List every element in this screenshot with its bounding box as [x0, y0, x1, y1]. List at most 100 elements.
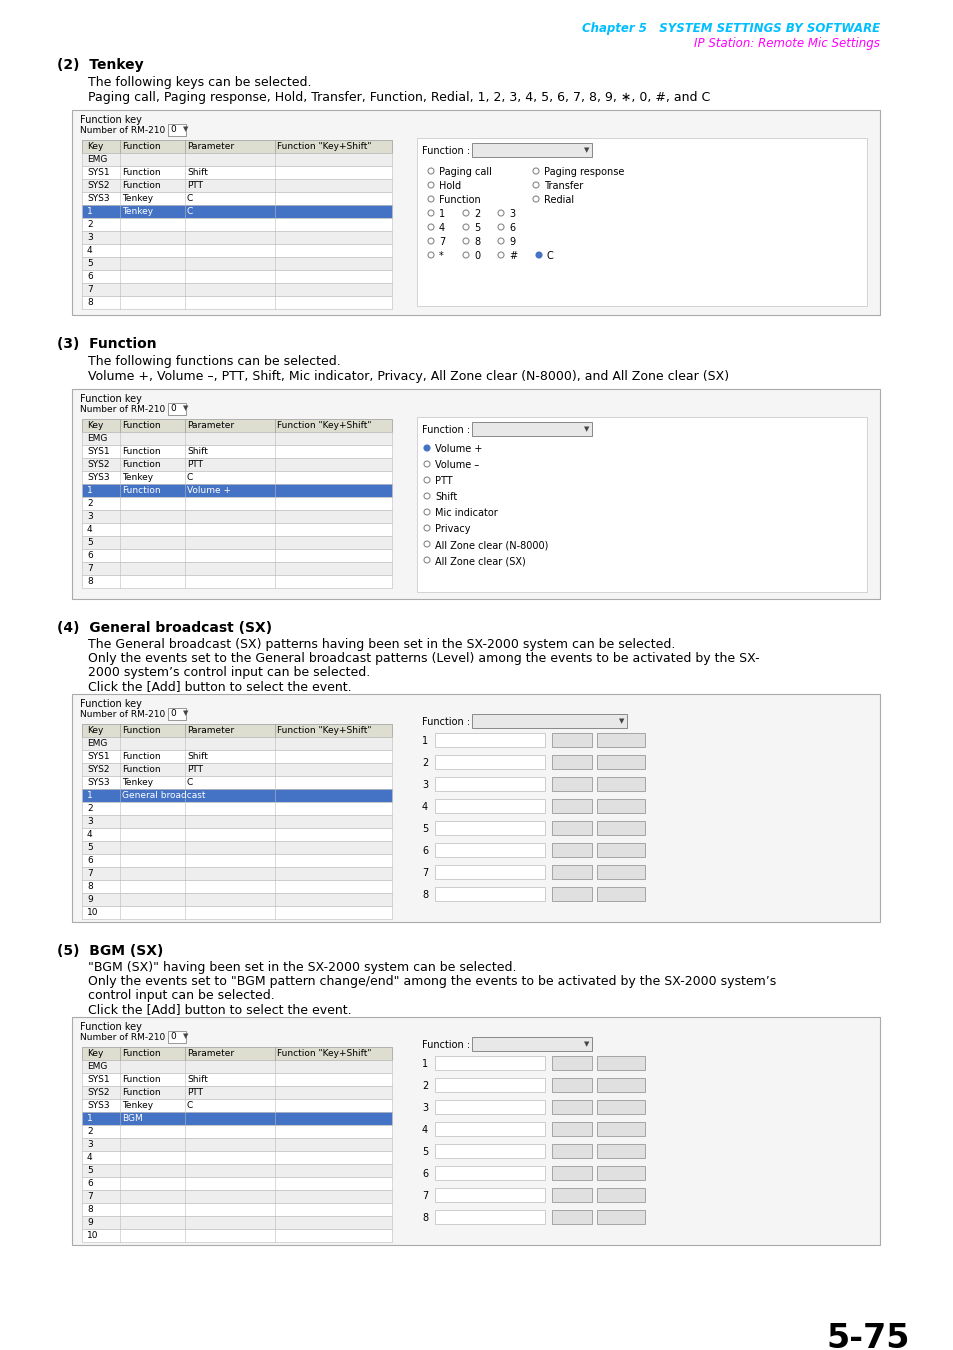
Bar [82, 432, 392, 446]
Text: Tenkey: Tenkey [122, 472, 153, 482]
Bar [552, 1056, 592, 1071]
Text: Only the events set to the General broadcast patterns (Level) among the events t: Only the events set to the General broad… [88, 652, 759, 666]
Text: General broadcast: General broadcast [122, 791, 205, 801]
Text: Add: Add [562, 867, 580, 876]
Text: Add: Add [562, 845, 580, 855]
Text: 2: 2 [87, 1127, 92, 1135]
Bar [82, 828, 392, 841]
Bar [82, 776, 392, 788]
Text: 4: 4 [87, 1153, 92, 1162]
Text: ▼: ▼ [618, 718, 623, 724]
Text: Delete: Delete [605, 1168, 636, 1177]
Text: Click the [Add] button to select the event.: Click the [Add] button to select the eve… [88, 680, 352, 693]
Bar [435, 887, 544, 900]
Bar [82, 892, 392, 906]
Text: Function key: Function key [80, 394, 142, 404]
Text: PTT: PTT [187, 460, 203, 468]
Text: Function "Key+Shift": Function "Key+Shift" [276, 1049, 371, 1058]
Bar [82, 1228, 392, 1242]
Bar [82, 855, 392, 867]
Text: PTT: PTT [187, 181, 203, 190]
Bar [597, 821, 644, 836]
Text: Volume –: Volume – [435, 460, 478, 470]
Bar [82, 497, 392, 510]
Text: Key: Key [87, 421, 103, 431]
Text: Delete: Delete [605, 1146, 636, 1156]
Bar [82, 192, 392, 205]
Bar [552, 1143, 592, 1158]
Text: 8: 8 [87, 1206, 92, 1214]
Bar [82, 1112, 392, 1125]
Bar [71, 389, 879, 599]
Text: Paging call: Paging call [438, 167, 492, 177]
Bar [597, 799, 644, 813]
Text: Add: Add [562, 1212, 580, 1220]
Text: All Zone clear (SX): All Zone clear (SX) [435, 556, 525, 566]
Bar [82, 841, 392, 855]
Bar [82, 231, 392, 244]
Bar [552, 1166, 592, 1180]
Text: Delete: Delete [605, 801, 636, 810]
Text: Parameter: Parameter [187, 726, 233, 734]
Text: SYS1: SYS1 [87, 167, 110, 177]
Bar [435, 842, 544, 857]
Text: *: * [438, 251, 443, 261]
Text: Privacy: Privacy [435, 524, 470, 535]
Text: Function: Function [122, 1088, 160, 1098]
Bar [82, 575, 392, 589]
Text: 5: 5 [87, 539, 92, 547]
Bar [552, 799, 592, 813]
Text: Function: Function [122, 486, 160, 495]
Text: 4: 4 [438, 223, 445, 234]
Bar [82, 724, 392, 737]
Text: SYS1: SYS1 [87, 752, 110, 761]
Text: SYS1: SYS1 [87, 1075, 110, 1084]
Text: 1: 1 [87, 1114, 92, 1123]
Bar [597, 778, 644, 791]
Bar [552, 778, 592, 791]
Bar [82, 562, 392, 575]
Text: 5-75: 5-75 [825, 1322, 909, 1350]
Text: BGM(SX): BGM(SX) [476, 1040, 518, 1049]
Text: C: C [187, 207, 193, 216]
Bar [71, 694, 879, 922]
Bar [82, 446, 392, 458]
Text: 5: 5 [87, 1166, 92, 1174]
Text: Tenkey: Tenkey [476, 144, 509, 155]
Text: Function :: Function : [421, 717, 470, 728]
Text: 4: 4 [87, 830, 92, 838]
Text: Add: Add [562, 1125, 580, 1133]
Text: 7: 7 [87, 1192, 92, 1202]
Text: All Zone clear (N-8000): All Zone clear (N-8000) [435, 540, 548, 549]
Circle shape [536, 252, 541, 258]
Text: Key: Key [87, 1049, 103, 1058]
Text: Add: Add [562, 1102, 580, 1111]
Bar [597, 1166, 644, 1180]
Text: The General broadcast (SX) patterns having been set in the SX-2000 system can be: The General broadcast (SX) patterns havi… [88, 639, 675, 651]
Bar [435, 1143, 544, 1158]
Text: Shift: Shift [435, 491, 456, 502]
Text: Number of RM-210 :: Number of RM-210 : [80, 126, 171, 135]
Text: SYS3: SYS3 [87, 194, 110, 202]
Bar [82, 1152, 392, 1164]
Text: SYS3: SYS3 [87, 778, 110, 787]
Text: (5)  BGM (SX): (5) BGM (SX) [57, 944, 163, 958]
Bar [552, 1079, 592, 1092]
Text: Function :: Function : [421, 1040, 470, 1050]
Text: Tenkey: Tenkey [122, 207, 153, 216]
Text: Function: Function [476, 424, 517, 433]
Bar [435, 1188, 544, 1202]
Text: 1: 1 [421, 736, 428, 747]
Text: 1: 1 [421, 1058, 428, 1069]
Text: SYS2: SYS2 [87, 460, 110, 468]
Bar [82, 751, 392, 763]
Bar [597, 887, 644, 900]
Text: EMG: EMG [87, 738, 108, 748]
Text: 0: 0 [170, 404, 175, 413]
Bar [416, 417, 866, 593]
Bar [82, 1203, 392, 1216]
Text: Key: Key [87, 726, 103, 734]
Bar [82, 1085, 392, 1099]
Text: Function: Function [122, 142, 160, 151]
Bar [597, 733, 644, 747]
